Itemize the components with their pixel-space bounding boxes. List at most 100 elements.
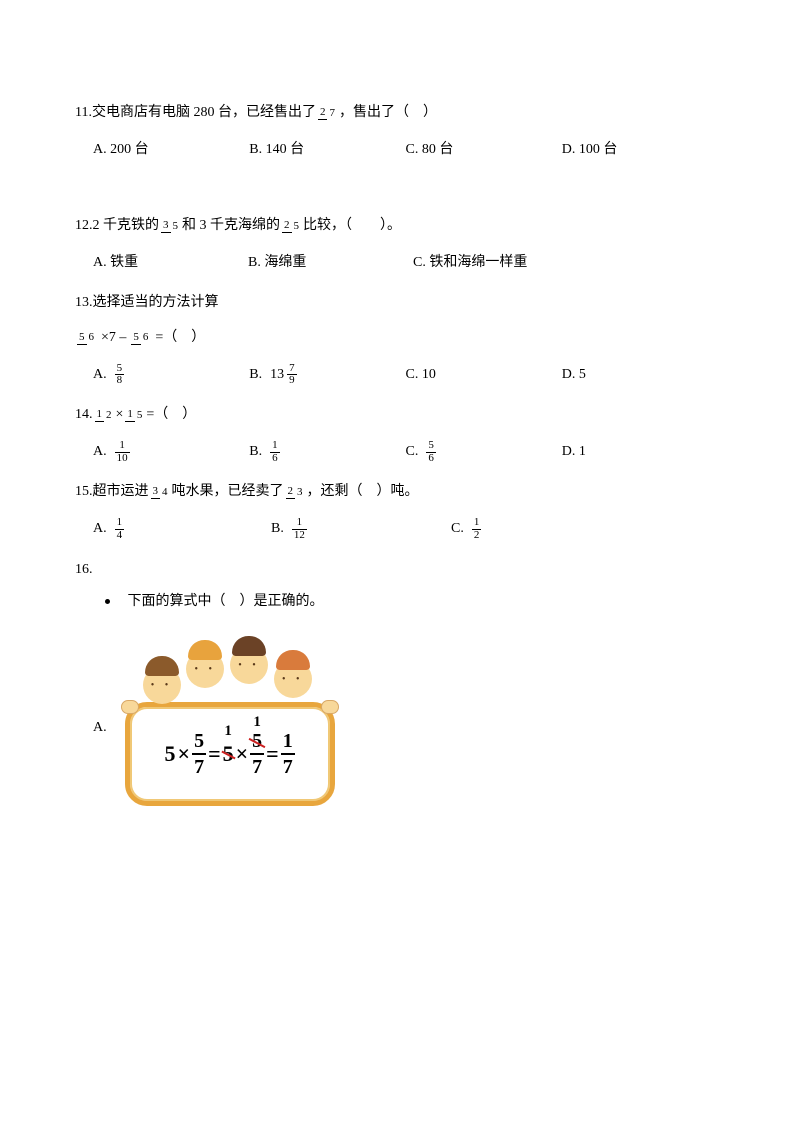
cartoon-kids [140,644,315,716]
q13-option-a[interactable]: A. 5 8 [93,362,249,389]
q14-option-d[interactable]: D. 1 [562,439,718,466]
q14-post: =（ ） [146,402,196,429]
numerator: 2 [286,486,296,499]
fraction-5-8: 5 8 [115,363,125,387]
q14-number: 14. [75,402,93,429]
q12-number: 12. [75,213,93,240]
option-label: A. [93,516,107,543]
denominator: 2 [104,410,114,422]
numerator: 1 [292,517,307,530]
lhs-fraction: 5 7 [192,731,206,777]
q14-option-b[interactable]: B. 1 6 [249,439,405,466]
equals-sign: = [266,733,279,775]
q12-option-c[interactable]: C. 铁和海绵一样重 [413,250,603,277]
fraction-5-6b: 5 6 [131,332,150,345]
fraction-5-6c: 5 6 [426,440,436,464]
q14-mid: × [116,402,124,429]
q15-option-a[interactable]: A. 1 4 [93,516,271,543]
numerator: 5 [192,731,206,755]
option-label: B. 海绵重 [248,250,306,277]
q12-option-a[interactable]: A. 铁重 [93,250,248,277]
bullet-icon [105,599,110,604]
q12-mid: 和 3 千克海绵的 [182,213,280,240]
q14-option-a[interactable]: A. 1 10 [93,439,249,466]
q13-option-d[interactable]: D. 5 [562,362,718,389]
q13-option-b[interactable]: B. 13 7 9 [249,362,405,389]
q11-pre: 交电商店有电脑 280 台，已经售出了 [92,100,316,127]
option-label: A. [93,439,107,466]
option-label: C. [451,516,464,543]
option-label: D. 100 台 [562,137,618,164]
option-label: D. 5 [562,362,586,389]
fraction-1-5: 1 5 [125,409,144,422]
q16-number: 16. [75,557,718,584]
q11-option-b[interactable]: B. 140 台 [249,137,405,164]
q15-mid: 吨水果，已经卖了 [172,479,284,506]
question-12: 12. 2 千克铁的 3 5 和 3 千克海绵的 2 5 比较，（ ）。 A. … [75,213,718,276]
q15-option-c[interactable]: C. 1 2 [451,516,641,543]
q13-text: 选择适当的方法计算 [93,290,219,317]
equation-board: 5 × 5 7 = 5 1 × [125,702,335,806]
q11-post: ，售出了（ ） [339,100,437,127]
q15-option-b[interactable]: B. 1 12 [271,516,451,543]
rhs-fraction: 1 7 [281,731,295,777]
denominator: 7 [192,755,206,777]
q15-stem: 15. 超市运进 3 4 吨水果，已经卖了 2 3 ，还剩（ ）吨。 [75,479,718,506]
fraction-5-6: 5 6 [77,332,96,345]
q16-option-a-row[interactable]: A. 5 × 5 7 [93,644,718,814]
q11-stem: 11. 交电商店有电脑 280 台，已经售出了 2 7 ，售出了（ ） [75,100,718,127]
cancel-result: 1 [253,715,261,730]
numerator: 2 [282,220,292,233]
q15-number: 15. [75,479,93,506]
mixed-13-7-9: 13 7 9 [270,362,299,389]
q16-option-a-label: A. [93,715,107,742]
option-label: D. 1 [562,439,586,466]
q12-stem: 12. 2 千克铁的 3 5 和 3 千克海绵的 2 5 比较，（ ）。 [75,213,718,240]
denominator: 3 [295,487,305,499]
fraction-3-4: 3 4 [151,486,170,499]
struck-numerator: 5 1 [250,731,264,755]
numerator: 1 [270,440,280,453]
q11-option-a[interactable]: A. 200 台 [93,137,249,164]
q11-option-c[interactable]: C. 80 台 [406,137,562,164]
q13-options: A. 5 8 B. 13 7 9 C. 10 D. 5 [93,362,718,389]
q11-option-d[interactable]: D. 100 台 [562,137,718,164]
q13-option-c[interactable]: C. 10 [406,362,562,389]
option-label: A. [93,362,107,389]
hand-icon [321,700,339,714]
option-label: A. 200 台 [93,137,149,164]
q12-pre: 2 千克铁的 [93,213,160,240]
kid-icon [186,650,224,688]
denominator: 12 [292,530,307,542]
denominator: 8 [115,375,125,387]
cancel-result: 1 [224,717,232,746]
denominator: 7 [281,755,295,777]
denominator: 5 [135,410,145,422]
option-label: C. 10 [406,362,436,389]
denominator: 6 [87,332,97,344]
q11-options: A. 200 台 B. 140 台 C. 80 台 D. 100 台 [93,137,718,164]
numerator: 3 [161,220,171,233]
numerator: 2 [318,107,328,120]
option-label: B. [271,516,284,543]
q12-option-b[interactable]: B. 海绵重 [248,250,413,277]
fraction-1-10: 1 10 [115,440,130,464]
mult-sign: × [236,733,249,775]
option-label: C. [406,439,419,466]
numerator: 1 [125,409,135,422]
struck-value: 5 [252,730,262,752]
question-13: 13. 选择适当的方法计算 5 6 ×7 – 5 6 =（ ） A. 5 8 [75,290,718,388]
q13-stem: 13. 选择适当的方法计算 [75,290,718,317]
cartoon-illustration: 5 × 5 7 = 5 1 × [115,644,345,814]
board-equation: 5 × 5 7 = 5 1 × [159,731,301,777]
q14-option-c[interactable]: C. 5 6 [406,439,562,466]
q12-post: 比较，（ ）。 [303,213,401,240]
mid-fraction: 5 1 7 [250,731,264,777]
option-label: B. [249,439,262,466]
numerator: 3 [151,486,161,499]
denominator: 6 [141,332,151,344]
denominator: 5 [171,221,181,233]
option-label: C. 80 台 [406,137,454,164]
denominator: 7 [327,108,337,120]
mult-sign: × [178,733,191,775]
